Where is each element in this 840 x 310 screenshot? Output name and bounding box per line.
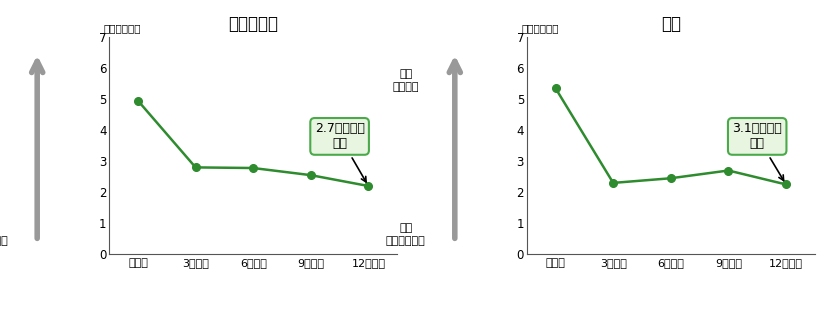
Text: 常に
気になる: 常に 気になる (0, 69, 2, 92)
Text: 2.7ポイント
減少: 2.7ポイント 減少 (315, 122, 366, 182)
Title: 毛穴: 毛穴 (661, 15, 680, 33)
Text: 全く
気にならない: 全く 気にならない (0, 223, 8, 246)
Text: 全く
気にならない: 全く 気にならない (386, 223, 426, 246)
Text: （ポイント）: （ポイント） (103, 23, 141, 33)
Text: 常に
気になる: 常に 気になる (392, 69, 419, 92)
Text: （ポイント）: （ポイント） (521, 23, 559, 33)
Title: 肌のトーン: 肌のトーン (228, 15, 278, 33)
Text: 3.1ポイント
減少: 3.1ポイント 減少 (732, 122, 784, 180)
